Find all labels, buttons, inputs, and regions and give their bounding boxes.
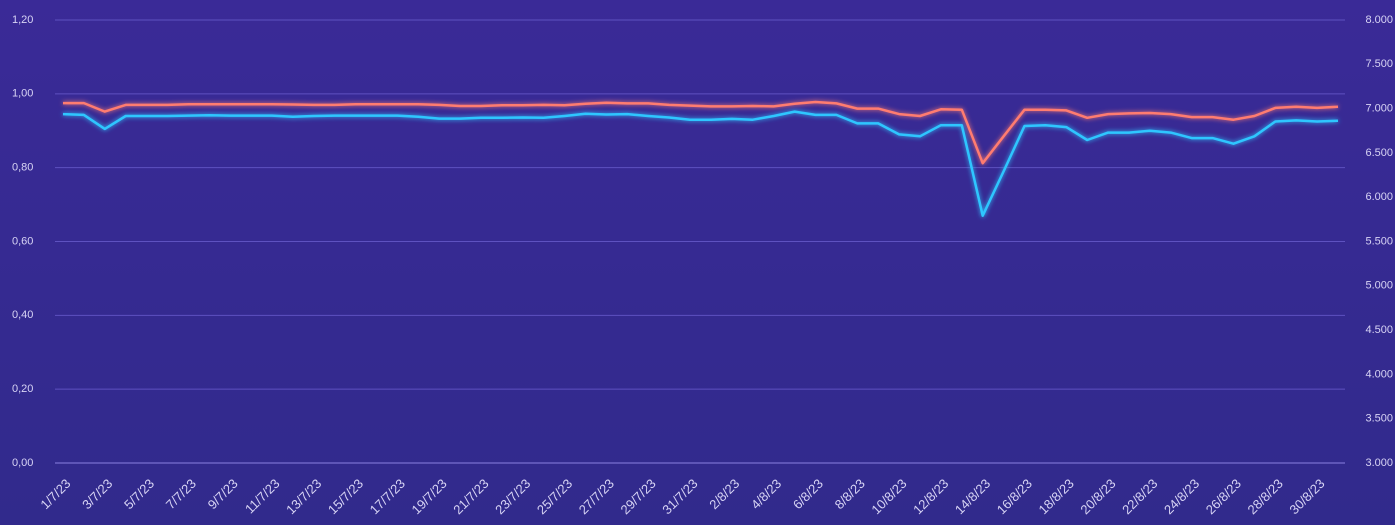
y2-tick-label: 8.000 [1365, 14, 1393, 26]
y2-tick-label: 6.000 [1365, 191, 1393, 203]
y2-tick-label: 6.500 [1365, 147, 1393, 159]
y2-tick-label: 5.500 [1365, 235, 1393, 247]
y2-tick-label: 4.000 [1365, 368, 1393, 380]
y2-tick-label: 5.000 [1365, 280, 1393, 292]
series-line [63, 100, 1339, 165]
y2-tick-label: 7.500 [1365, 58, 1393, 70]
y-tick-label: 0,80 [12, 162, 33, 174]
y-tick-label: 0,40 [12, 309, 33, 321]
y-tick-label: 1,00 [12, 88, 33, 100]
y2-tick-label: 7.000 [1365, 103, 1393, 115]
series-line [62, 110, 1339, 217]
y-tick-label: 0,00 [12, 457, 33, 469]
y-tick-label: 1,20 [12, 14, 33, 26]
y-tick-label: 0,20 [12, 383, 33, 395]
y2-tick-label: 4.500 [1365, 324, 1393, 336]
y-tick-label: 0,60 [12, 235, 33, 247]
y2-tick-label: 3.500 [1365, 413, 1393, 425]
y2-tick-label: 3.000 [1365, 457, 1393, 469]
